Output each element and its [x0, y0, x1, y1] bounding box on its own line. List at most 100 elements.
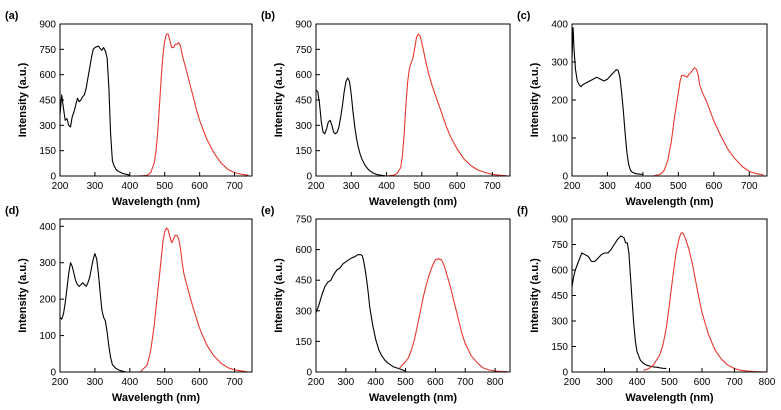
x-tick-label: 600: [694, 377, 711, 388]
y-tick-label: 300: [551, 317, 568, 328]
x-tick-label: 300: [338, 377, 355, 388]
y-tick-label: 0: [50, 368, 56, 379]
y-tick-label: 0: [306, 172, 312, 183]
y-axis-title: Intensity (a.u.): [273, 62, 285, 137]
y-tick-label: 400: [551, 20, 568, 31]
panel-2: 200 300 400 500 600 700 0 150 300 450 600 750 900 Wav…: [261, 10, 511, 208]
x-tick-label: 300: [343, 181, 360, 192]
excitation-spectrum-line: [571, 27, 643, 176]
y-tick-label: 750: [295, 45, 312, 56]
y-tick-label: 0: [306, 368, 312, 379]
panel-label: (d): [5, 205, 19, 217]
y-axis-title: Intensity (a.u.): [17, 62, 29, 137]
x-tick-label: 600: [191, 377, 208, 388]
y-axis-title: Intensity (a.u.): [17, 258, 29, 333]
y-tick-label: 750: [295, 215, 312, 226]
y-tick-label: 450: [295, 96, 312, 107]
x-tick-label: 800: [759, 377, 776, 388]
x-tick-label: 700: [457, 377, 474, 388]
x-tick-label: 600: [449, 181, 466, 192]
y-tick-label: 0: [562, 172, 568, 183]
panel-label: (a): [5, 10, 19, 22]
y-tick-label: 600: [295, 245, 312, 256]
x-tick-label: 700: [226, 377, 243, 388]
y-tick-label: 900: [295, 20, 312, 31]
x-tick-label: 200: [308, 181, 325, 192]
emission-spectrum-line: [386, 33, 507, 177]
x-tick-label: 400: [629, 377, 646, 388]
x-tick-label: 700: [484, 181, 501, 192]
excitation-spectrum-line: [315, 254, 406, 372]
x-tick-label: 500: [661, 377, 678, 388]
x-tick-label: 600: [191, 181, 208, 192]
y-tick-label: 150: [295, 337, 312, 348]
panel-label: (e): [261, 205, 275, 217]
excitation-spectrum-line: [59, 253, 127, 373]
x-tick-label: 700: [226, 181, 243, 192]
y-tick-label: 600: [551, 266, 568, 277]
emission-spectrum-line: [399, 258, 508, 373]
y-tick-label: 200: [39, 295, 56, 306]
x-tick-label: 200: [564, 377, 581, 388]
y-tick-label: 0: [562, 368, 568, 379]
y-tick-label: 300: [39, 121, 56, 132]
y-tick-label: 150: [39, 146, 56, 157]
panel-5: 200 300 400 500 600 700 800 0 150 300 450 600 750 Wav…: [261, 205, 511, 404]
y-tick-label: 100: [39, 331, 56, 342]
y-tick-label: 150: [295, 146, 312, 157]
x-tick-label: 400: [121, 181, 138, 192]
x-axis-title: Wavelength (nm): [369, 196, 458, 208]
panel-label: (f): [517, 205, 528, 217]
x-tick-label: 500: [670, 181, 687, 192]
y-tick-label: 400: [39, 222, 56, 233]
y-tick-label: 150: [551, 342, 568, 353]
x-tick-label: 500: [413, 181, 430, 192]
y-tick-label: 450: [295, 276, 312, 287]
x-tick-label: 300: [87, 181, 104, 192]
y-tick-label: 0: [50, 172, 56, 183]
panel-3: 200 300 400 500 600 700 0 100 200 300 400 Wavelengt…: [517, 10, 768, 208]
x-tick-label: 600: [705, 181, 722, 192]
panel-label: (c): [517, 10, 531, 22]
x-tick-label: 300: [599, 181, 616, 192]
x-tick-label: 400: [367, 377, 384, 388]
x-tick-label: 500: [156, 181, 173, 192]
y-tick-label: 600: [295, 70, 312, 81]
x-tick-label: 700: [741, 181, 758, 192]
plot-frame: [571, 218, 768, 373]
x-tick-label: 700: [726, 377, 743, 388]
plot-frame: [315, 23, 511, 177]
x-tick-label: 500: [397, 377, 414, 388]
y-axis-title: Intensity (a.u.): [529, 258, 541, 333]
y-tick-label: 900: [39, 20, 56, 31]
emission-spectrum-line: [653, 67, 764, 177]
panel-label: (b): [261, 10, 275, 22]
x-tick-label: 200: [52, 377, 69, 388]
y-tick-label: 450: [39, 96, 56, 107]
x-tick-label: 200: [52, 181, 69, 192]
x-axis-title: Wavelength (nm): [369, 392, 458, 404]
excitation-spectrum-line: [59, 45, 130, 176]
x-axis-title: Wavelength (nm): [112, 392, 201, 404]
y-tick-label: 300: [295, 121, 312, 132]
plot-frame: [59, 218, 253, 373]
x-axis-title: Wavelength (nm): [625, 392, 714, 404]
y-tick-label: 900: [551, 215, 568, 226]
y-axis-title: Intensity (a.u.): [273, 258, 285, 333]
y-tick-label: 300: [39, 258, 56, 269]
x-tick-label: 400: [378, 181, 395, 192]
x-tick-label: 600: [427, 377, 444, 388]
x-tick-label: 500: [156, 377, 173, 388]
x-tick-label: 300: [87, 377, 104, 388]
emission-spectrum-line: [136, 33, 249, 177]
x-tick-label: 200: [308, 377, 325, 388]
x-tick-label: 800: [487, 377, 504, 388]
y-tick-label: 300: [551, 58, 568, 69]
y-tick-label: 100: [551, 134, 568, 145]
x-tick-label: 400: [121, 377, 138, 388]
emission-spectrum-line: [139, 227, 249, 373]
panel-1: 200 300 400 500 600 700 0 150 300 450 600 750 900 Wav…: [5, 10, 253, 208]
x-tick-label: 200: [564, 181, 581, 192]
plot-frame: [315, 218, 511, 373]
